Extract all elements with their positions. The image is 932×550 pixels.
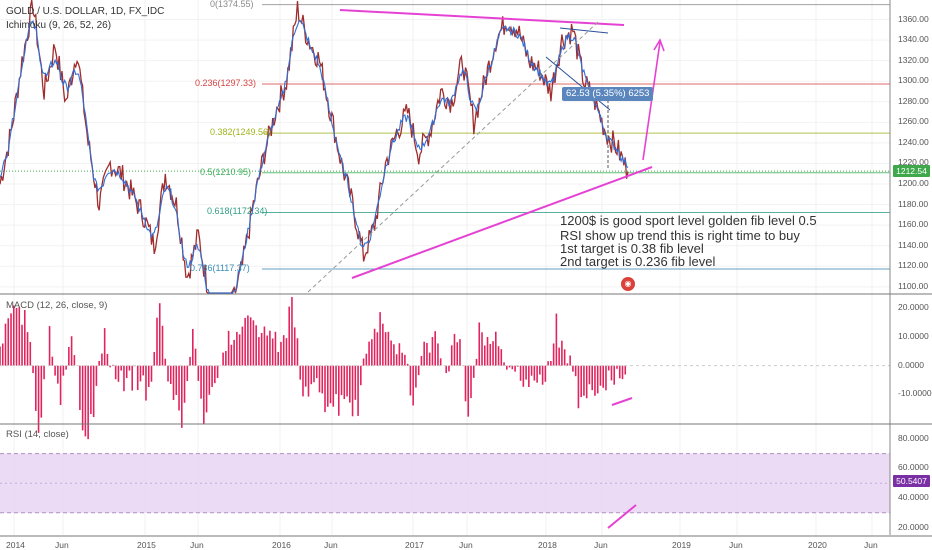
time-tick: 2018 bbox=[538, 540, 557, 550]
channel-line bbox=[545, 56, 611, 111]
ichimoku-conversion-line bbox=[0, 19, 629, 294]
time-tick: Jun bbox=[55, 540, 69, 550]
macd-series bbox=[0, 293, 890, 440]
time-tick: Jun bbox=[190, 540, 204, 550]
target-arrowhead-icon bbox=[653, 38, 665, 52]
annotation-line-3: 1st target is 0.38 fib level bbox=[560, 241, 704, 256]
last-price-tag: 1212.54 bbox=[893, 165, 930, 177]
price-series bbox=[0, 0, 629, 294]
price-tick: 1160.00 bbox=[898, 219, 929, 230]
macd-divergence-line bbox=[611, 397, 633, 406]
rsi-tick: 80.0000 bbox=[898, 432, 929, 443]
ichimoku-label[interactable]: Ichimoku (9, 26, 52, 26) bbox=[6, 20, 112, 31]
price-tick: 1360.00 bbox=[898, 13, 929, 24]
support-trendline bbox=[351, 166, 653, 279]
price-tick: 1120.00 bbox=[898, 260, 929, 271]
time-tick: Jun bbox=[729, 540, 743, 550]
fibonacci-retracement[interactable] bbox=[0, 4, 890, 270]
channel-line bbox=[559, 27, 609, 34]
price-tick: 1100.00 bbox=[898, 280, 929, 291]
macd-tick: 20.0000 bbox=[898, 302, 929, 313]
time-tick: 2019 bbox=[672, 540, 691, 550]
rsi-value-tag: 50.5407 bbox=[893, 475, 930, 487]
time-tick: 2014 bbox=[6, 540, 25, 550]
gridlines bbox=[0, 0, 890, 535]
tradingview-logo-icon: ◉ bbox=[621, 277, 635, 291]
macd-tick: 10.0000 bbox=[898, 331, 929, 341]
fib-level-label: 0.618(1172.34) bbox=[207, 206, 268, 217]
price-tick: 1280.00 bbox=[898, 95, 929, 106]
price-tick: 1300.00 bbox=[898, 75, 929, 86]
trend-drawings[interactable] bbox=[307, 9, 665, 529]
measure-callout[interactable]: 62.53 (5.35%) 6253 bbox=[562, 87, 654, 101]
price-tick: 1340.00 bbox=[898, 34, 929, 45]
time-tick: Jun bbox=[864, 540, 878, 550]
target-arrow-line bbox=[642, 41, 661, 161]
price-tick: 1260.00 bbox=[898, 116, 929, 127]
time-tick: 2017 bbox=[405, 540, 424, 550]
rsi-tick: 60.0000 bbox=[898, 462, 929, 473]
time-tick: Jun bbox=[594, 540, 608, 550]
annotation-line-1: 1200$ is good sport level golden fib lev… bbox=[560, 213, 817, 228]
time-tick: Jun bbox=[459, 540, 473, 550]
fib-level-label: 0.382(1249.56) bbox=[210, 127, 272, 138]
fib-level-label: 0.786(1117.37) bbox=[190, 262, 250, 273]
annotation-line-4: 2nd target is 0.236 fib level bbox=[560, 254, 716, 269]
symbol-title: GOLD / U.S. DOLLAR, 1D, FX_IDC bbox=[6, 6, 165, 17]
price-line bbox=[0, 0, 629, 294]
panel-frames bbox=[0, 0, 932, 537]
price-tick: 1240.00 bbox=[898, 136, 929, 147]
annotation-line-2: RSI show up trend this is right time to … bbox=[560, 228, 800, 243]
price-tick: 1220.00 bbox=[898, 157, 929, 168]
price-tick: 1180.00 bbox=[898, 198, 929, 209]
time-tick: 2015 bbox=[137, 540, 156, 550]
price-tick: 1140.00 bbox=[898, 239, 929, 250]
rsi-tick: 20.0000 bbox=[898, 521, 929, 532]
fib-diagonal bbox=[307, 21, 599, 293]
macd-tick: -10.0000 bbox=[898, 388, 932, 399]
price-tick: 1200.00 bbox=[898, 178, 929, 189]
rsi-band bbox=[0, 453, 890, 514]
time-tick: 2016 bbox=[272, 540, 291, 550]
rsi-label[interactable]: RSI (14, close) bbox=[6, 429, 69, 440]
rsi-tick: 40.0000 bbox=[898, 492, 929, 502]
time-tick: 2020 bbox=[808, 540, 827, 550]
rsi-trendline bbox=[607, 504, 637, 529]
macd-tick: 0.0000 bbox=[898, 359, 924, 370]
fib-level-label: 0(1374.55) bbox=[210, 0, 254, 9]
time-tick: Jun bbox=[324, 540, 338, 550]
fib-level-label: 0.236(1297.33) bbox=[195, 77, 257, 88]
price-tick: 1320.00 bbox=[898, 54, 929, 65]
fib-level-label: 0.5(1210.95) bbox=[200, 166, 252, 177]
resistance-trendline bbox=[339, 9, 625, 26]
macd-label[interactable]: MACD (12, 26, close, 9) bbox=[6, 300, 108, 311]
